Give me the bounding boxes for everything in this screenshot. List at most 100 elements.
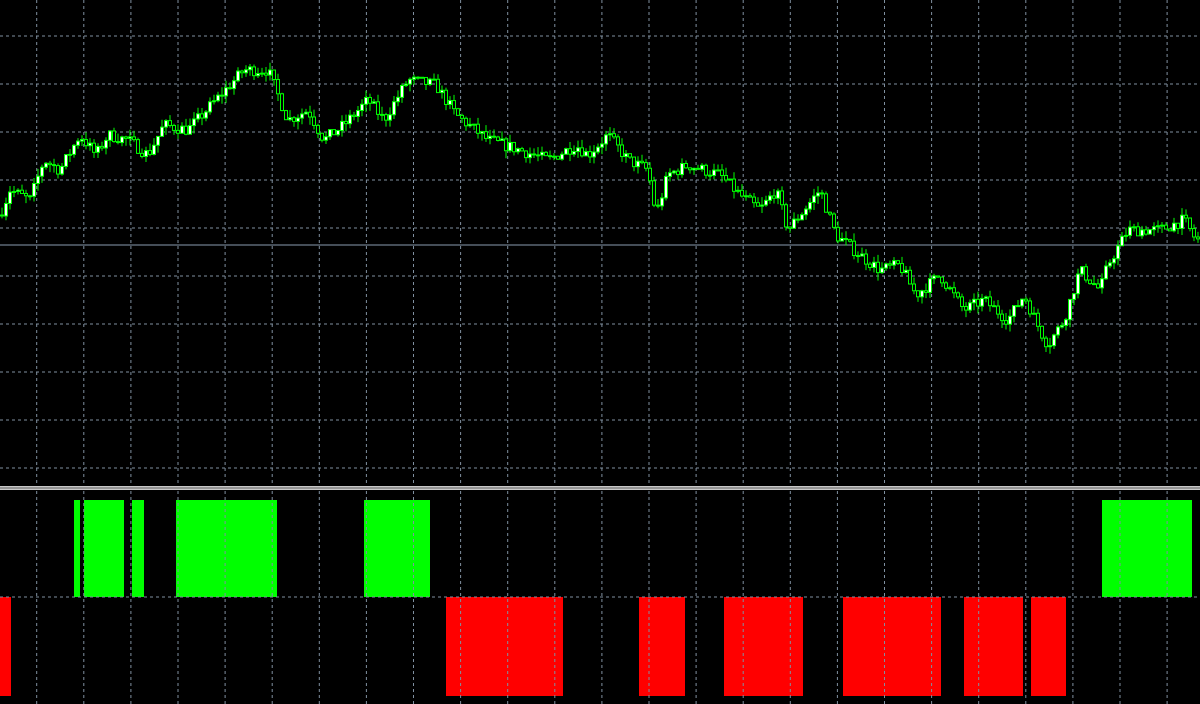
candle: [1084, 263, 1088, 283]
candle: [1192, 224, 1196, 242]
candle: [996, 299, 1000, 319]
candle: [384, 112, 388, 127]
candle: [432, 73, 436, 81]
candle: [120, 135, 124, 147]
candle: [644, 158, 648, 172]
candle: [600, 136, 604, 155]
candle: [940, 276, 944, 287]
candle: [976, 291, 980, 314]
candle: [372, 98, 376, 104]
candle: [224, 80, 228, 104]
candle: [1124, 227, 1128, 242]
candle: [616, 134, 620, 152]
candle: [1056, 324, 1060, 339]
candle: [780, 186, 784, 210]
candle: [572, 145, 576, 157]
candle: [8, 186, 12, 210]
candle: [968, 299, 972, 313]
candle: [952, 281, 956, 299]
candle: [1136, 222, 1140, 237]
candle: [784, 202, 788, 231]
candle: [924, 283, 928, 299]
candle: [792, 212, 796, 229]
candle: [528, 147, 532, 164]
candle: [1144, 225, 1148, 236]
candle: [684, 160, 688, 169]
candle: [68, 149, 72, 162]
candle: [548, 150, 552, 160]
candle: [1100, 273, 1104, 294]
candle: [944, 281, 948, 292]
candle: [840, 232, 844, 242]
candle: [1132, 223, 1136, 232]
candle: [400, 83, 404, 103]
candle: [240, 69, 244, 79]
histogram-bar-negative: [446, 597, 563, 696]
candle: [320, 132, 324, 143]
candle: [652, 176, 656, 208]
candle: [520, 146, 524, 152]
candle: [1180, 208, 1184, 235]
candle: [1016, 300, 1020, 308]
candle: [1104, 260, 1108, 280]
candle: [1028, 297, 1032, 318]
candle: [1168, 228, 1172, 232]
candle: [700, 163, 704, 172]
candle: [736, 185, 740, 194]
candle: [324, 132, 328, 145]
candle: [248, 64, 252, 76]
candle: [796, 214, 800, 224]
candle: [1112, 255, 1116, 270]
candle: [156, 135, 160, 153]
candle: [200, 108, 204, 126]
candle: [560, 151, 564, 161]
candle: [500, 131, 504, 141]
candle: [336, 129, 340, 137]
candle: [236, 67, 240, 83]
candle: [1188, 217, 1192, 232]
candle: [852, 233, 856, 260]
candle: [552, 153, 556, 161]
candle: [352, 111, 356, 121]
panel-separator[interactable]: [0, 486, 1200, 490]
candle: [260, 67, 264, 78]
candle: [668, 168, 672, 182]
candlestick-series: [0, 62, 1200, 354]
candle: [708, 170, 712, 181]
indicator-histogram: [0, 500, 1192, 696]
candle: [192, 112, 196, 134]
candle: [1096, 278, 1100, 289]
candle: [812, 188, 816, 211]
candle: [0, 207, 4, 219]
candle: [1012, 305, 1016, 323]
candle: [340, 115, 344, 137]
candle: [808, 198, 812, 213]
candle: [92, 139, 96, 158]
candle: [820, 189, 824, 199]
candle: [828, 211, 832, 216]
candle: [212, 94, 216, 105]
candle: [64, 154, 68, 170]
candle: [196, 107, 200, 123]
candle: [888, 260, 892, 269]
candle: [776, 188, 780, 205]
candle: [56, 163, 60, 179]
candle: [832, 212, 836, 230]
indicator-grid: [0, 491, 1200, 704]
candle: [368, 93, 372, 111]
candle: [580, 139, 584, 158]
candle: [756, 197, 760, 207]
candle: [164, 119, 168, 135]
histogram-bar-positive: [132, 500, 144, 597]
candle: [244, 65, 248, 77]
candle: [1176, 222, 1180, 234]
candle: [284, 109, 288, 121]
candle: [936, 275, 940, 279]
candle: [380, 106, 384, 121]
candle: [556, 155, 560, 160]
candle: [180, 122, 184, 134]
candle: [124, 135, 128, 146]
candle: [116, 133, 120, 145]
candle: [1024, 296, 1028, 305]
